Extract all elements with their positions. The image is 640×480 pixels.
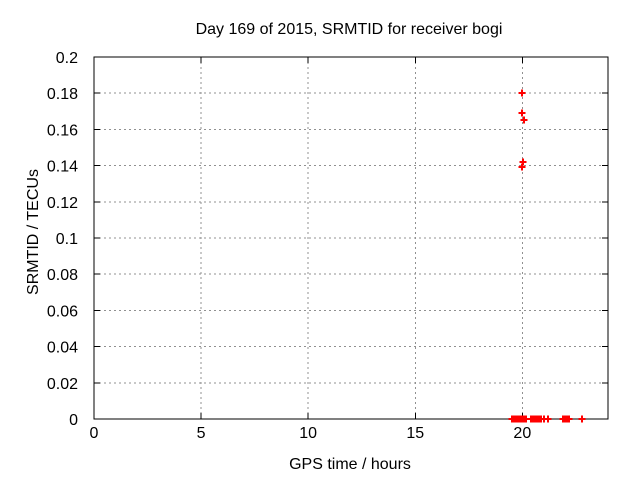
data-point-marker (520, 116, 528, 124)
x-axis-title: GPS time / hours (289, 456, 411, 473)
y-axis-title: SRMTID / TECUs (25, 169, 42, 295)
data-point-marker (518, 89, 526, 97)
y-tick-label: 0.1 (56, 231, 78, 248)
y-tick-label: 0.2 (56, 50, 78, 67)
data-point-marker (519, 158, 527, 166)
data-point-marker (565, 415, 573, 423)
y-tick-label: 0.02 (47, 376, 78, 393)
y-tick-label: 0.08 (47, 267, 78, 284)
data-point-marker (518, 109, 526, 117)
y-tick-label: 0.04 (47, 340, 78, 357)
x-tick-label: 0 (90, 425, 99, 442)
x-tick-label: 10 (299, 425, 317, 442)
axes-layer (93, 56, 609, 420)
y-tick-label: 0.12 (47, 195, 78, 212)
data-point-marker (544, 415, 552, 423)
y-tick-label: 0.18 (47, 86, 78, 103)
chart-title: Day 169 of 2015, SRMTID for receiver bog… (196, 21, 503, 38)
data-point-marker (578, 415, 586, 423)
data-points-layer (508, 89, 586, 423)
grid-layer (94, 57, 608, 419)
y-tick-label: 0.06 (47, 303, 78, 320)
x-tick-label: 5 (197, 425, 206, 442)
x-tick-label: 20 (513, 425, 531, 442)
y-tick-label: 0 (69, 412, 78, 429)
y-tick-label: 0.16 (47, 122, 78, 139)
plot-border (93, 56, 609, 420)
x-tick-label: 15 (406, 425, 424, 442)
y-tick-label: 0.14 (47, 159, 78, 176)
tick-labels-layer: 0 5 10 15 20 0 0.02 0.04 0.06 0.08 0.1 0.12 0.14 0.16… (47, 50, 531, 442)
